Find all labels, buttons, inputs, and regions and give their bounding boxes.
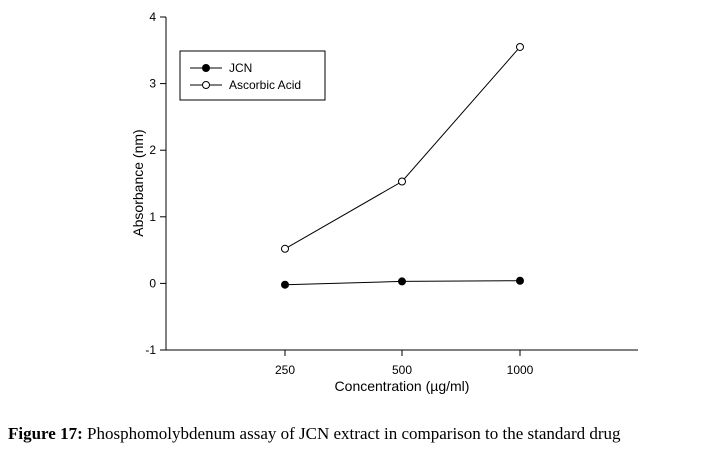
figure-caption-label: Figure 17:: [8, 424, 83, 443]
legend-label-ascorbic: Ascorbic Acid: [229, 78, 301, 92]
data-point-ascorbic-acid: [281, 244, 289, 253]
figure-caption-text: Phosphomolybdenum assay of JCN extract i…: [82, 424, 621, 443]
legend-marker-jcn: [202, 64, 210, 72]
series-points: [281, 42, 524, 289]
x-tick-label: 500: [392, 363, 412, 377]
data-point-ascorbic-acid: [516, 42, 524, 51]
legend-marker-ascorbic: [202, 81, 210, 89]
y-tick-label: 0: [149, 276, 156, 290]
y-tick-label: 2: [149, 143, 156, 157]
legend-label-jcn: JCN: [229, 61, 252, 75]
y-tick-label: -1: [145, 343, 156, 357]
data-point-jcn: [398, 277, 406, 286]
x-tick-label: 250: [275, 363, 295, 377]
data-point-jcn: [281, 280, 289, 289]
y-axis-ticks: -1 0 1 2 3 4: [145, 10, 166, 357]
y-tick-label: 1: [149, 210, 156, 224]
data-point-jcn: [516, 276, 524, 285]
figure-caption: Figure 17: Phosphomolybdenum assay of JC…: [8, 424, 621, 444]
y-tick-label: 4: [149, 10, 156, 24]
y-axis-title: Absorbance (nm): [130, 129, 146, 236]
data-point-ascorbic-acid: [398, 177, 406, 186]
legend: JCN Ascorbic Acid: [179, 50, 326, 101]
x-axis-title: Concentration (µg/ml): [335, 378, 470, 394]
x-tick-label: 1000: [507, 363, 534, 377]
legend-box: [179, 50, 326, 101]
y-tick-label: 3: [149, 77, 156, 91]
x-axis-ticks: 250 500 1000: [275, 350, 534, 377]
